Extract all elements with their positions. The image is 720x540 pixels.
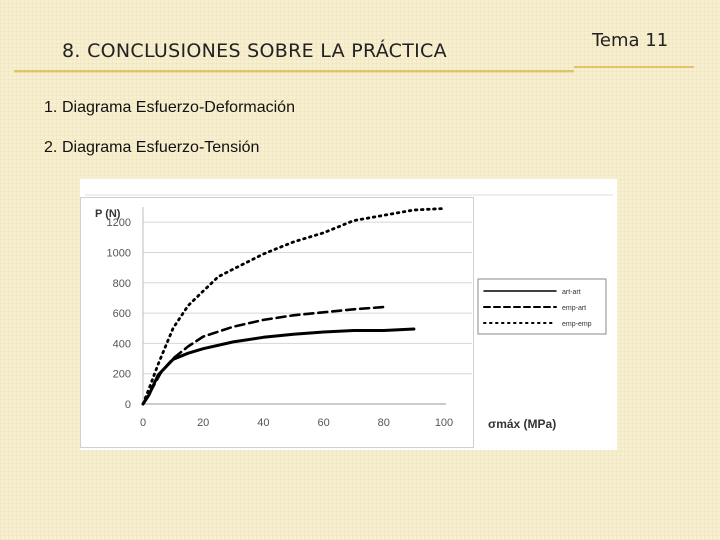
plot-area-border [80, 197, 474, 448]
topic-label: Tema 11 [592, 30, 669, 51]
slide-title: 8. CONCLUSIONES SOBRE LA PRÁCTICA [62, 40, 447, 62]
tag-underline [574, 66, 694, 68]
bullet-text: Diagrama Esfuerzo-Tensión [62, 139, 260, 156]
y-tick-label: 600 [113, 308, 131, 320]
y-tick-label: 200 [113, 369, 131, 381]
series-line-emp-art [141, 305, 386, 406]
bullet-text: Diagrama Esfuerzo-Deformación [62, 99, 295, 116]
y-tick-label: 400 [113, 338, 131, 350]
bullet-item: 2. Diagrama Esfuerzo-Tensión [44, 138, 295, 178]
title-underline-secondary [14, 72, 574, 73]
y-tick-label: 1000 [107, 247, 131, 259]
x-tick-label: 60 [317, 417, 329, 429]
bullet-number: 2. [44, 139, 58, 156]
legend-label: emp-emp [562, 321, 592, 328]
x-tick-label: 0 [140, 417, 146, 429]
legend-label: emp-art [562, 305, 586, 312]
legend-label: art-art [562, 289, 581, 296]
y-axis-title: P (N) [95, 208, 121, 220]
load-stress-chart: 0 200 400 600 800 1000 1200 0 20 40 60 80 100 P (N) σm… [80, 194, 613, 448]
bullet-item: 1. Diagrama Esfuerzo-Deformación [44, 98, 295, 138]
series-line-art-art [141, 327, 416, 406]
title-underline [14, 70, 574, 72]
y-tick-label: 800 [113, 278, 131, 290]
x-axis-title: σmáx (MPa) [488, 417, 556, 431]
y-tick-label: 1200 [107, 217, 131, 229]
x-tick-label: 100 [435, 417, 453, 429]
chart-panel: 0 200 400 600 800 1000 1200 0 20 40 60 80 100 P (N) σm… [80, 179, 617, 450]
bullet-list: 1. Diagrama Esfuerzo-Deformación 2. Diagra… [44, 98, 295, 178]
x-tick-label: 80 [378, 417, 390, 429]
x-tick-label: 40 [257, 417, 269, 429]
x-tick-label: 20 [197, 417, 209, 429]
y-tick-label: 0 [125, 399, 131, 411]
bullet-number: 1. [44, 99, 58, 116]
series-line-emp-emp [141, 207, 446, 406]
